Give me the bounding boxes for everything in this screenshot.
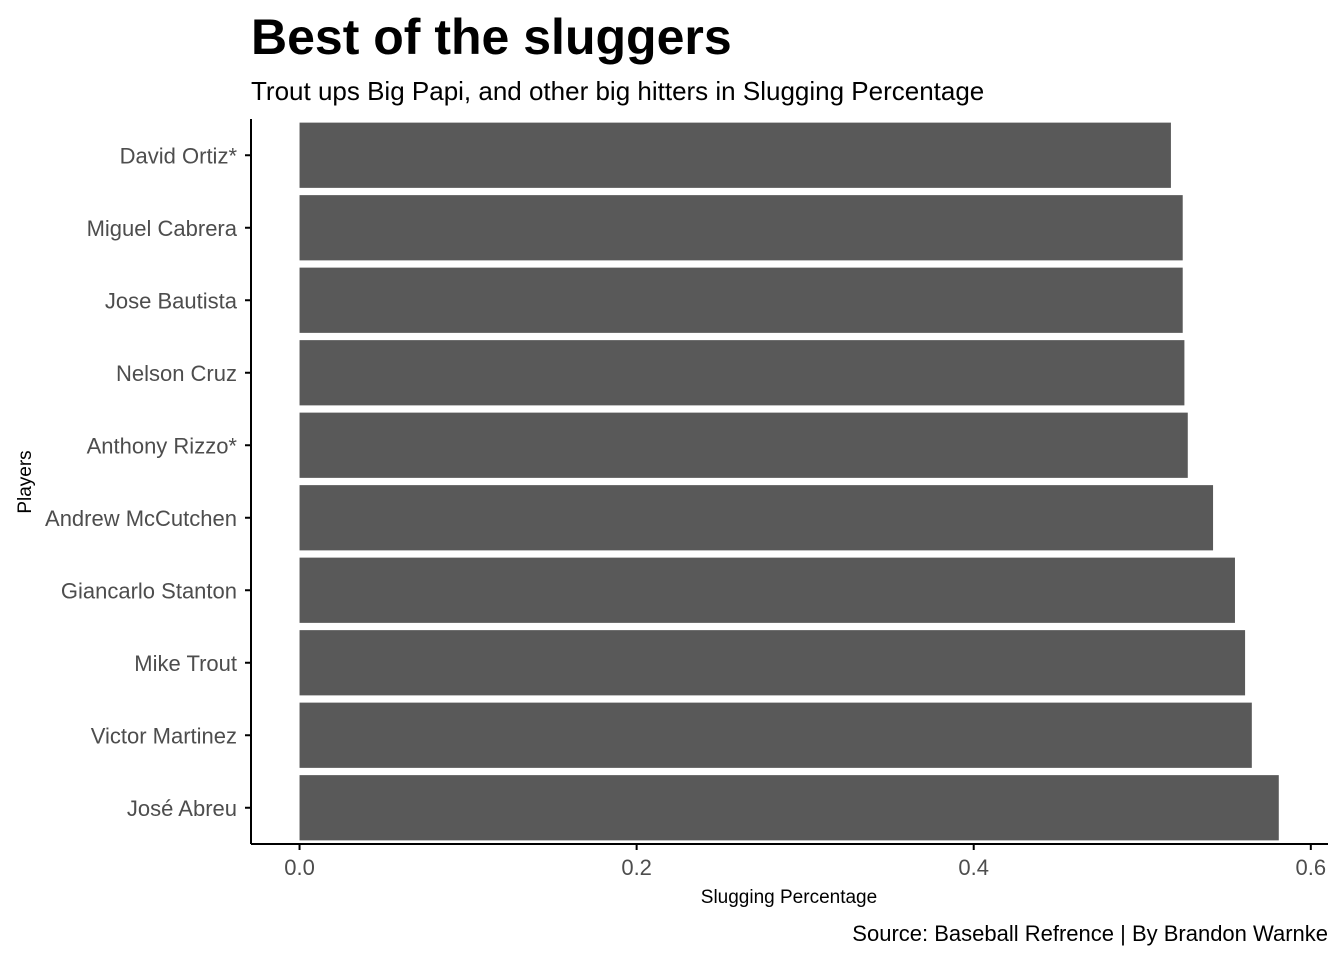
y-tick-label: Andrew McCutchen [45, 506, 237, 531]
x-axis-title: Slugging Percentage [701, 887, 877, 908]
bar-7 [299, 557, 1235, 623]
y-tick-label: Mike Trout [134, 651, 237, 676]
chart-caption: Source: Baseball Refrence | By Brandon W… [852, 921, 1328, 946]
bar-3 [299, 267, 1183, 333]
bar-6 [299, 485, 1214, 551]
y-tick-label: Jose Bautista [105, 288, 238, 313]
bar-1 [299, 122, 1171, 188]
y-tick-label: David Ortiz* [120, 143, 238, 168]
bar-4 [299, 340, 1185, 406]
chart-title: Best of the sluggers [251, 9, 732, 65]
y-axis: David Ortiz* Miguel Cabrera Jose Bautista N… [45, 119, 252, 844]
bar-9 [299, 702, 1252, 768]
bar-10 [299, 775, 1279, 841]
bar-2 [299, 195, 1183, 261]
x-tick-label: 0.4 [958, 855, 989, 880]
chart-subtitle: Trout ups Big Papi, and other big hitter… [251, 76, 984, 106]
x-axis: 0.0 0.2 0.4 0.6 [251, 843, 1328, 880]
y-axis-title: Players [15, 450, 36, 513]
bars-layer [299, 122, 1279, 841]
x-tick-label: 0.2 [621, 855, 652, 880]
y-tick-label: Giancarlo Stanton [61, 578, 237, 603]
x-tick-label: 0.0 [284, 855, 315, 880]
y-tick-label: José Abreu [127, 796, 237, 821]
y-tick-label: Victor Martinez [91, 723, 237, 748]
bar-8 [299, 630, 1246, 696]
y-tick-label: Nelson Cruz [116, 361, 237, 386]
y-tick-label: Miguel Cabrera [87, 216, 238, 241]
x-tick-label: 0.6 [1296, 855, 1327, 880]
y-tick-label: Anthony Rizzo* [87, 433, 238, 458]
bar-5 [299, 412, 1188, 478]
